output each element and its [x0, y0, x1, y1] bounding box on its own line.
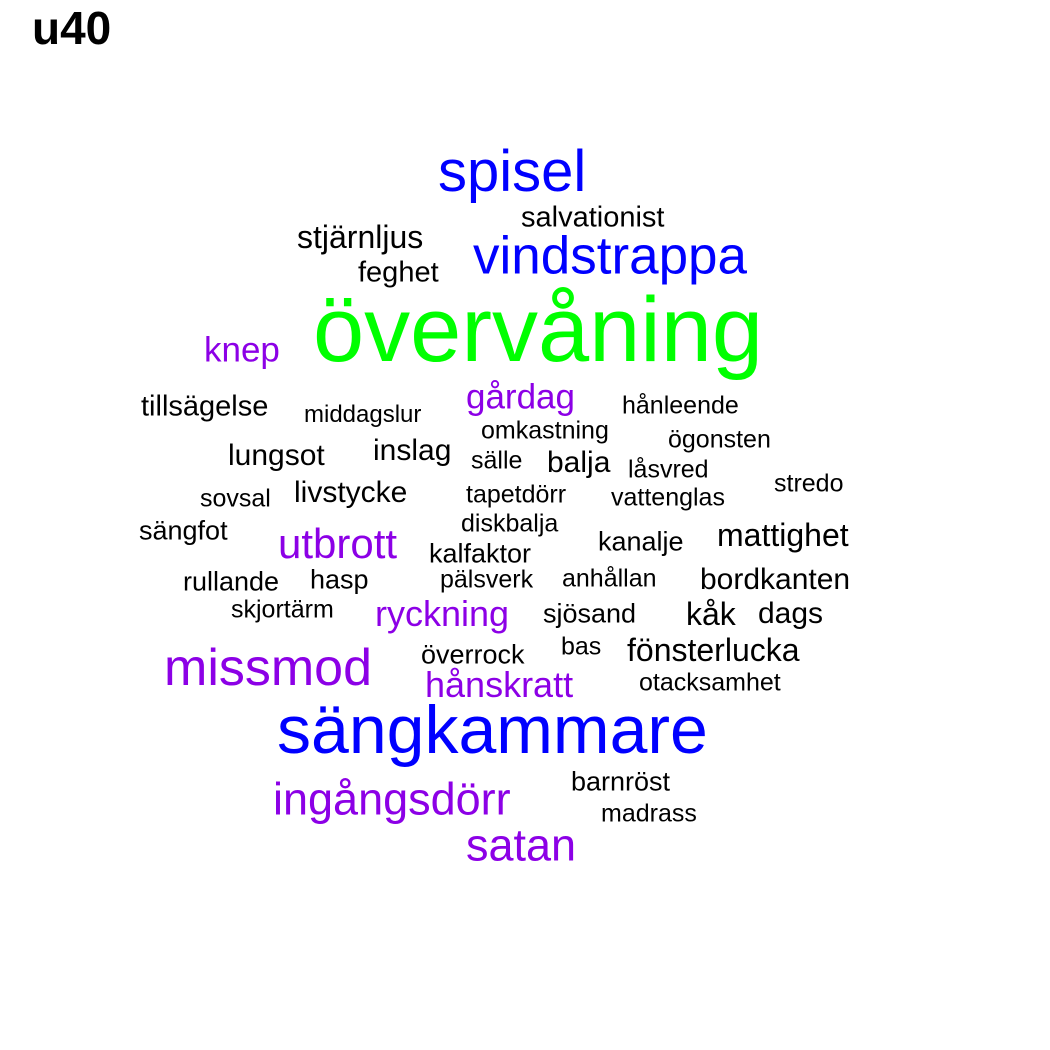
word-34: mattighet — [717, 517, 849, 553]
word-29: vattenglas — [611, 483, 725, 512]
word-49: madrass — [601, 799, 697, 828]
word-24: låsvred — [628, 455, 709, 484]
word-11: knep — [204, 330, 280, 370]
word-22: sälle — [471, 446, 523, 475]
word-31: sängfot — [139, 515, 228, 546]
word-27: livstycke — [294, 476, 408, 509]
word-6: satan — [466, 819, 577, 871]
word-47: otacksamhet — [639, 668, 781, 697]
word-4: missmod — [164, 639, 373, 697]
word-37: pälsverk — [440, 565, 534, 594]
word-48: barnröst — [571, 766, 671, 797]
word-36: hasp — [310, 564, 369, 595]
word-42: kåk — [686, 596, 736, 632]
word-44: överrock — [421, 639, 525, 670]
word-15: tillsägelse — [141, 390, 269, 423]
word-46: fönsterlucka — [627, 632, 800, 668]
word-16: middagslur — [304, 401, 422, 428]
word-9: hånskratt — [425, 664, 574, 705]
word-25: stredo — [774, 469, 844, 498]
page-title: u40 — [32, 2, 112, 54]
word-39: bordkanten — [700, 563, 851, 596]
word-1: sängkammare — [277, 692, 708, 768]
word-7: utbrott — [278, 520, 398, 567]
word-28: tapetdörr — [466, 480, 567, 509]
word-0: övervåning — [313, 279, 764, 381]
word-5: ingångsdörr — [273, 773, 511, 825]
word-17: hånleende — [622, 391, 739, 420]
word-41: sjösand — [543, 598, 637, 629]
word-8: ryckning — [375, 593, 510, 634]
word-26: sovsal — [200, 484, 271, 513]
word-12: stjärnljus — [297, 219, 424, 255]
word-10: gårdag — [466, 377, 575, 417]
word-35: rullande — [183, 566, 280, 597]
word-38: anhållan — [562, 564, 657, 593]
word-20: lungsot — [228, 439, 325, 472]
word-2: spisel — [438, 139, 587, 204]
word-43: dags — [758, 597, 824, 630]
word-3: vindstrappa — [473, 226, 748, 286]
word-21: inslag — [373, 434, 452, 467]
word-32: kalfaktor — [429, 538, 532, 569]
word-19: ögonsten — [668, 425, 771, 454]
word-33: kanalje — [598, 526, 684, 557]
word-30: diskbalja — [461, 509, 559, 538]
word-13: salvationist — [521, 201, 665, 234]
word-18: omkastning — [481, 416, 609, 445]
word-40: skjortärm — [231, 595, 334, 624]
word-23: balja — [547, 446, 611, 479]
word-14: feghet — [358, 256, 439, 289]
word-45: bas — [561, 632, 602, 661]
